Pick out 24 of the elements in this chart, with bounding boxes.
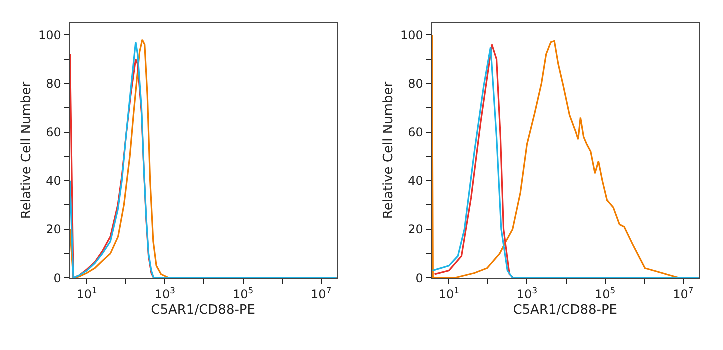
x-axis-title: C5AR1/CD88-PE — [513, 303, 618, 318]
y-tick-label: 40 — [46, 174, 62, 188]
y-tick-label: 20 — [408, 222, 424, 237]
x-axis-title: C5AR1/CD88-PE — [151, 303, 256, 318]
y-axis-title: Relative Cell Number — [19, 81, 34, 220]
y-tick-label: 100 — [400, 28, 424, 42]
y-tick-label: 100 — [38, 28, 62, 42]
y-axis-title: Relative Cell Number — [381, 81, 396, 220]
y-tick-label: 0 — [416, 271, 424, 286]
x-tick-label: 10$^{7}$ — [673, 285, 694, 302]
x-tick-label: 10$^{3}$ — [154, 285, 176, 302]
y-tick-label: 80 — [408, 76, 424, 91]
y-tick-label: 60 — [46, 125, 62, 140]
y-tick-label: 80 — [46, 76, 62, 91]
y-tick-label: 40 — [408, 174, 424, 188]
x-tick-label: 10$^{5}$ — [232, 285, 254, 302]
y-tick-label: 20 — [46, 222, 62, 237]
x-tick-label: 10$^{1}$ — [76, 285, 98, 302]
x-tick-label: 10$^{3}$ — [516, 285, 538, 302]
x-tick-label: 10$^{7}$ — [311, 285, 332, 302]
y-tick-label: 0 — [54, 271, 62, 286]
y-tick-label: 60 — [408, 125, 424, 140]
x-tick-label: 10$^{5}$ — [594, 285, 616, 302]
x-tick-label: 10$^{1}$ — [438, 285, 460, 302]
